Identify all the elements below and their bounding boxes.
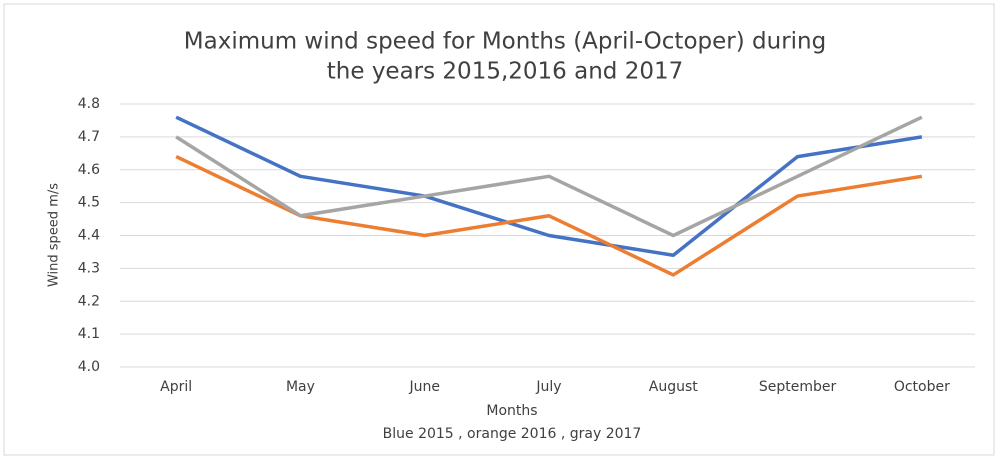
y-tick-label: 4.8 (78, 96, 100, 112)
chart-frame (3, 3, 995, 456)
x-tick-label: October (894, 379, 950, 395)
y-tick-label: 4.7 (78, 129, 100, 145)
x-tick-label: May (286, 379, 315, 395)
series-line (175, 115, 923, 257)
y-tick-label: 4.1 (78, 326, 100, 342)
x-tick-label: April (160, 379, 192, 395)
y-tick-label: 4.3 (78, 260, 100, 276)
y-tick-label: 4.2 (78, 293, 100, 309)
annotation: Blue 2015 , orange 2016 , gray 2017 (383, 426, 642, 442)
chart-title: the years 2015,2016 and 2017 (327, 59, 683, 85)
x-axis-label: Months (486, 403, 537, 419)
y-tick-label: 4.0 (78, 359, 100, 375)
series-line (175, 115, 923, 238)
x-tick-label: September (759, 379, 837, 395)
chart-title: Maximum wind speed for Months (April-Oct… (184, 29, 826, 55)
x-tick-label: June (408, 379, 440, 395)
x-tick-label: July (535, 379, 561, 395)
y-axis-label: Wind speed m/s (47, 183, 62, 287)
y-tick-label: 4.6 (78, 162, 100, 178)
y-tick-label: 4.4 (78, 228, 100, 244)
y-tick-label: 4.5 (78, 195, 100, 211)
x-tick-label: August (649, 379, 699, 395)
